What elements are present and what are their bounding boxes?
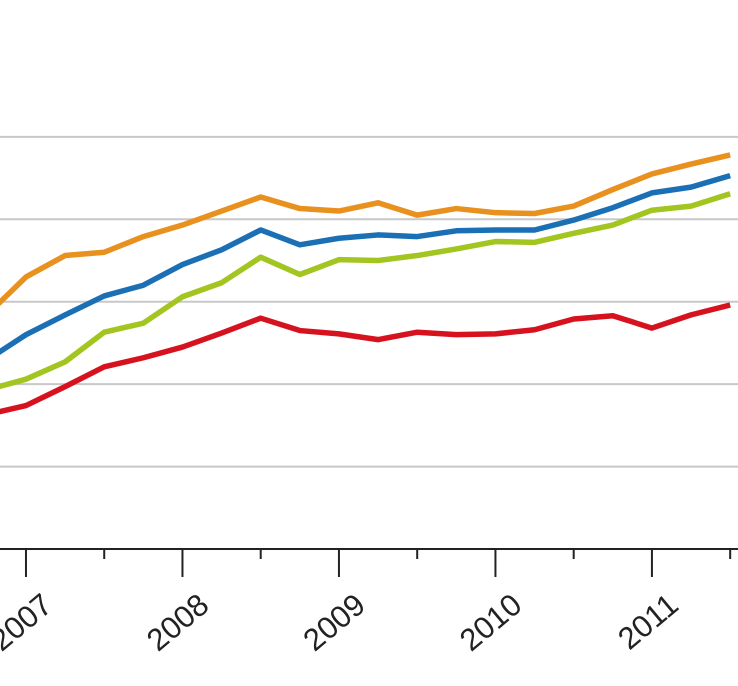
series-line: [0, 172, 731, 355]
series-line: [0, 302, 731, 415]
series-line: [0, 191, 732, 390]
x-tick-label: 2011: [611, 587, 685, 657]
series-line: [0, 152, 731, 306]
x-tick-label: 2008: [140, 587, 215, 658]
x-tick-label: 2007: [0, 587, 59, 658]
x-tick-label: 2010: [453, 587, 528, 658]
x-tick-label: 2009: [297, 587, 372, 658]
